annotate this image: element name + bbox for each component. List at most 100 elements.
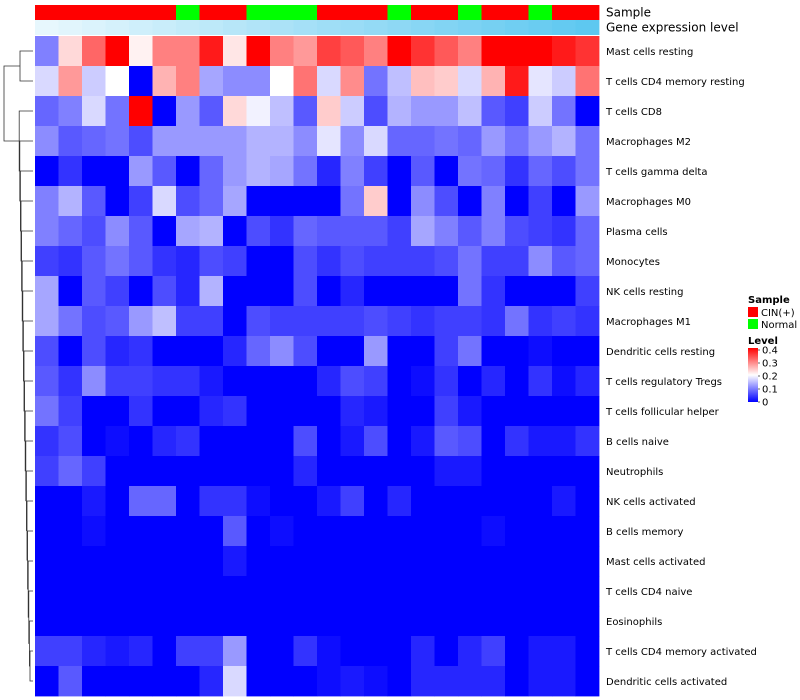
heatmap-cell (552, 126, 576, 157)
heatmap-cell (176, 576, 200, 607)
heatmap-cell (317, 156, 341, 187)
row-label: T cells CD8 (605, 107, 662, 118)
heatmap-cell (481, 396, 506, 427)
heatmap-cell (246, 516, 271, 547)
heatmap-cell (293, 306, 318, 337)
heatmap-cell (575, 366, 600, 397)
annotation-label-gene-expression: Gene expression level (606, 21, 739, 35)
heatmap-cell (364, 276, 388, 307)
heatmap-cell (387, 426, 412, 457)
heatmap-cell (411, 396, 435, 427)
heatmap-cell (270, 336, 294, 367)
heatmap-cell (434, 36, 459, 67)
heatmap-cell (364, 516, 388, 547)
heatmap-cell (552, 36, 576, 67)
heatmap-cell (340, 156, 365, 187)
heatmap-cell (458, 606, 482, 637)
heatmap-cell (176, 126, 200, 157)
heatmap-cell (246, 426, 271, 457)
heatmap-cell (505, 606, 529, 637)
sample-cell (411, 5, 435, 20)
heatmap-cell (340, 96, 365, 127)
heatmap-cell (434, 216, 459, 247)
row-label: T cells CD4 memory activated (605, 647, 757, 658)
gene-expression-cell (411, 20, 435, 35)
row-label: Macrophages M2 (606, 137, 691, 148)
heatmap-cell (317, 396, 341, 427)
heatmap-cell (82, 186, 106, 217)
heatmap-cell (223, 606, 247, 637)
heatmap-cell (246, 66, 271, 97)
gene-expression-cell (58, 20, 83, 35)
heatmap-cell (199, 126, 224, 157)
gene-expression-cell (387, 20, 412, 35)
heatmap-cell (293, 96, 318, 127)
gene-expression-cell (293, 20, 318, 35)
heatmap-cell (82, 126, 106, 157)
heatmap-cell (364, 336, 388, 367)
heatmap-cell (575, 396, 600, 427)
heatmap-cell (129, 66, 153, 97)
heatmap-cell (434, 486, 459, 517)
heatmap-cell (364, 576, 388, 607)
heatmap-cell (411, 486, 435, 517)
heatmap-cell (317, 456, 341, 487)
heatmap-cell (364, 486, 388, 517)
heatmap-cell (129, 336, 153, 367)
heatmap-cell (293, 396, 318, 427)
heatmap-cell (58, 216, 83, 247)
row-label: T cells CD4 naive (605, 587, 692, 598)
heatmap-cell (246, 126, 271, 157)
heatmap-cell (129, 186, 153, 217)
heatmap-cell (434, 576, 459, 607)
heatmap-cell (152, 546, 177, 577)
heatmap-cell (481, 636, 506, 667)
heatmap-cell (246, 276, 271, 307)
heatmap-cell (58, 426, 83, 457)
gene-expression-cell (317, 20, 341, 35)
heatmap-cell (575, 96, 600, 127)
row-label: B cells memory (606, 527, 683, 538)
heatmap-cell (129, 456, 153, 487)
heatmap-cell (505, 186, 529, 217)
heatmap-cell (411, 366, 435, 397)
heatmap-cell (340, 366, 365, 397)
heatmap-cell (82, 426, 106, 457)
heatmap-cell (270, 426, 294, 457)
heatmap-cell (434, 336, 459, 367)
heatmap-cell (481, 66, 506, 97)
heatmap-cell (575, 576, 600, 607)
heatmap-cell (458, 456, 482, 487)
heatmap-cell (552, 156, 576, 187)
heatmap-cell (481, 306, 506, 337)
legend-level-tick-label: 0 (762, 398, 768, 409)
heatmap-cell (152, 486, 177, 517)
heatmap-cell (223, 576, 247, 607)
heatmap-cell (481, 126, 506, 157)
heatmap-cell (340, 576, 365, 607)
sample-cell (552, 5, 576, 20)
heatmap-cell (129, 246, 153, 277)
heatmap-cell (528, 36, 553, 67)
heatmap-cell (223, 96, 247, 127)
heatmap-cell (340, 276, 365, 307)
row-label: NK cells resting (606, 287, 683, 298)
heatmap-cell (528, 396, 553, 427)
heatmap-cell (411, 336, 435, 367)
heatmap-cell (199, 276, 224, 307)
heatmap-cell (176, 546, 200, 577)
heatmap-cell (105, 126, 130, 157)
legend-level-tick-label: 0.1 (762, 385, 778, 396)
gene-expression-cell (364, 20, 388, 35)
heatmap-cell (105, 666, 130, 697)
sample-cell (458, 5, 482, 20)
heatmap-cell (340, 246, 365, 277)
heatmap-cell (458, 156, 482, 187)
heatmap-cell (387, 456, 412, 487)
legend-label-cin: CIN(+) (761, 308, 795, 319)
heatmap-cell (129, 36, 153, 67)
legend-level-tick-label: 0.4 (762, 346, 778, 357)
heatmap-cell (82, 216, 106, 247)
row-labels: Mast cells resting T cells CD4 memory res… (605, 47, 757, 688)
